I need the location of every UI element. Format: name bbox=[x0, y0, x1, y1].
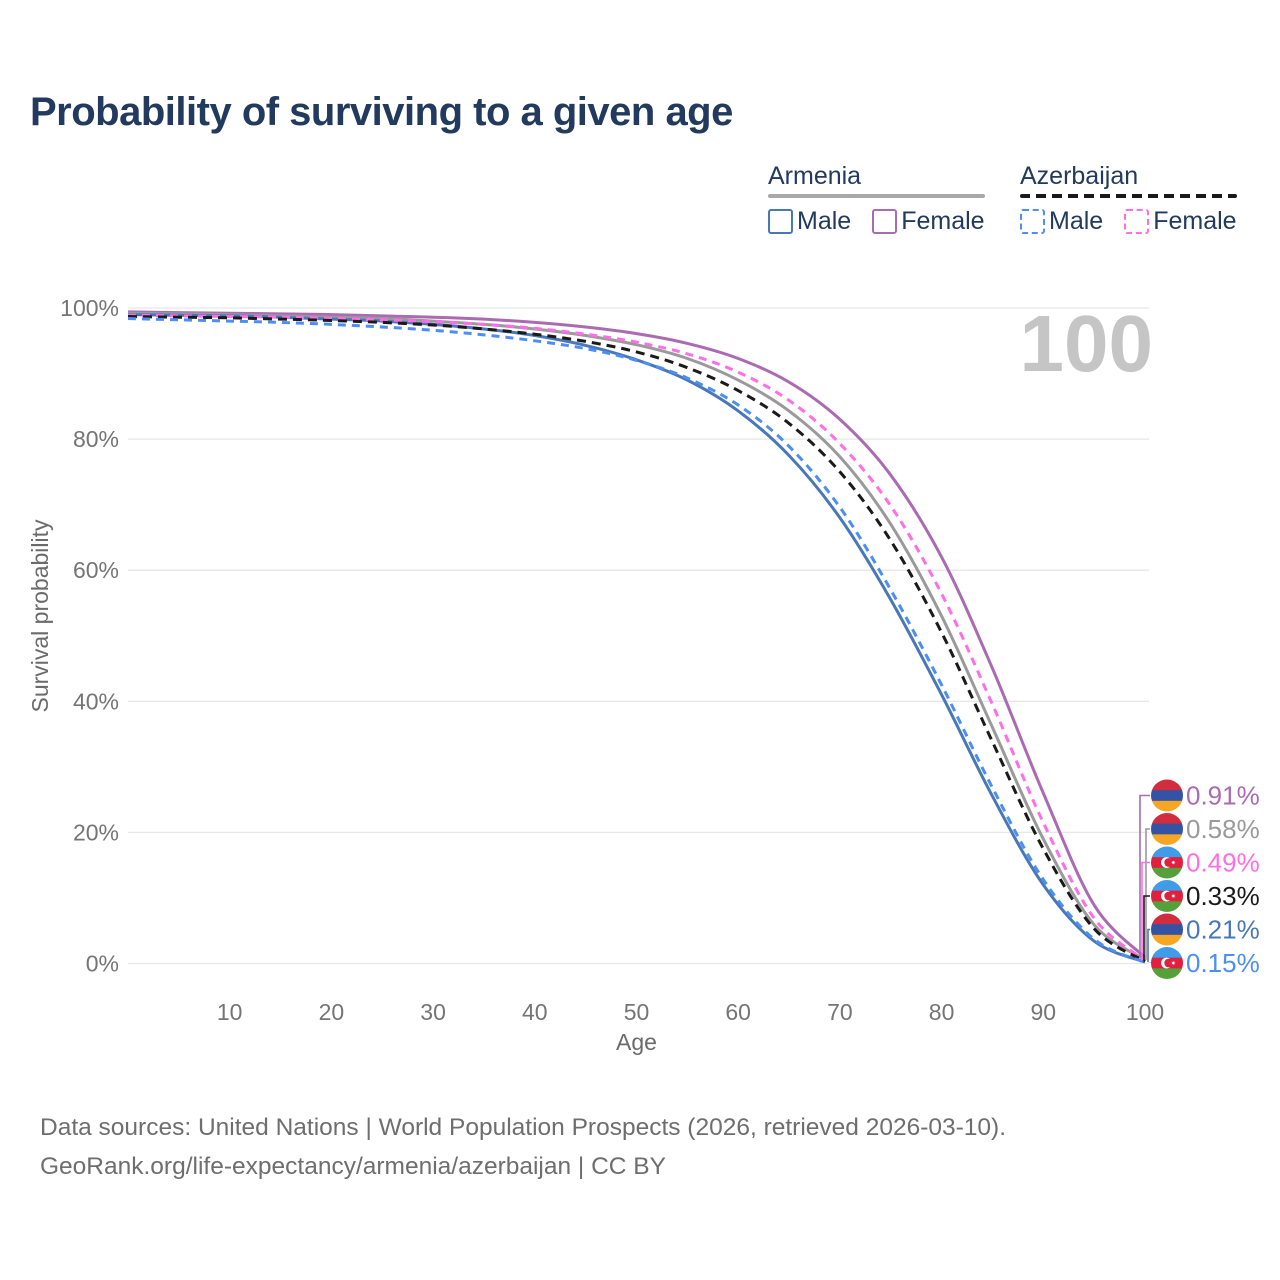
curve-azerbaijan-both bbox=[127, 315, 1146, 963]
x-tick-label: 40 bbox=[522, 999, 548, 1025]
legend-item-armenia-male[interactable]: Male bbox=[768, 207, 851, 236]
legend-country-armenia[interactable]: Armenia bbox=[768, 162, 862, 190]
x-tick-label: 60 bbox=[725, 999, 751, 1025]
legend-item-label: Female bbox=[901, 207, 985, 235]
legend-country-azerbaijan[interactable]: Azerbaijan bbox=[1020, 162, 1139, 190]
curve-armenia-both bbox=[127, 311, 1146, 961]
end-value-label: 0.33% bbox=[1186, 881, 1260, 911]
legend-item-azerbaijan-female[interactable]: Female bbox=[1124, 207, 1237, 236]
x-tick-label: 30 bbox=[420, 999, 446, 1025]
armenia-flag-icon bbox=[1151, 813, 1183, 845]
end-value-label: 0.15% bbox=[1186, 948, 1260, 978]
x-tick-label: 10 bbox=[217, 999, 243, 1025]
azerbaijan-flag-icon bbox=[1151, 880, 1183, 912]
end-label-leader-line bbox=[1139, 794, 1150, 958]
legend-item-label: Female bbox=[1153, 207, 1237, 235]
curve-armenia-female bbox=[127, 310, 1147, 959]
georank-credit-link[interactable]: GeoRank.org/life-expectancy/armenia/azer… bbox=[40, 1153, 666, 1180]
curve-azerbaijan-male bbox=[127, 317, 1146, 964]
legend-group-armenia: Armenia Male Female bbox=[768, 162, 985, 236]
legend-underline-azerbaijan-dashed-line bbox=[1020, 194, 1237, 198]
end-value-label: 0.91% bbox=[1186, 781, 1260, 811]
end-label-leader-line bbox=[1143, 895, 1150, 962]
x-tick-label: 80 bbox=[929, 999, 955, 1025]
y-tick-label: 20% bbox=[73, 819, 119, 845]
x-tick-label: 20 bbox=[319, 999, 345, 1025]
x-tick-label: 100 bbox=[1126, 999, 1164, 1025]
end-value-label: 0.58% bbox=[1186, 814, 1260, 844]
armenia-flag-icon bbox=[1151, 913, 1183, 946]
end-value-label: 0.21% bbox=[1186, 915, 1260, 945]
age-counter-watermark: 100 bbox=[1019, 299, 1153, 388]
end-label-leader-line bbox=[1145, 828, 1150, 960]
legend-group-azerbaijan: Azerbaijan Male Female bbox=[1020, 162, 1237, 236]
x-axis-title: Age bbox=[616, 1029, 657, 1055]
curve-armenia-male bbox=[127, 313, 1146, 964]
azerbaijan-male-swatch-icon bbox=[1020, 209, 1045, 234]
azerbaijan-flag-icon bbox=[1151, 846, 1183, 879]
azerbaijan-flag-icon bbox=[1151, 947, 1183, 979]
y-tick-label: 80% bbox=[73, 426, 119, 452]
curve-azerbaijan-female bbox=[127, 313, 1146, 962]
x-tick-label: 50 bbox=[624, 999, 650, 1025]
end-value-label: 0.49% bbox=[1186, 848, 1260, 878]
legend-item-label: Male bbox=[797, 207, 852, 235]
end-label-leader-line bbox=[1141, 861, 1150, 961]
azerbaijan-female-swatch-icon bbox=[1124, 209, 1150, 234]
armenia-female-swatch-icon bbox=[872, 209, 898, 234]
legend-underline-armenia-solid-line bbox=[768, 194, 985, 198]
y-tick-label: 60% bbox=[73, 557, 119, 583]
footer: Data sources: United Nations | World Pop… bbox=[40, 1108, 1006, 1186]
legend-item-label: Male bbox=[1049, 207, 1104, 235]
armenia-flag-icon bbox=[1151, 779, 1183, 812]
data-sources-text: Data sources: United Nations | World Pop… bbox=[40, 1114, 1007, 1141]
x-tick-label: 90 bbox=[1031, 999, 1057, 1025]
y-axis-title: Survival probability bbox=[27, 519, 53, 713]
legend-item-azerbaijan-male[interactable]: Male bbox=[1020, 207, 1103, 236]
y-tick-label: 0% bbox=[86, 951, 119, 977]
x-tick-label: 70 bbox=[827, 999, 853, 1025]
y-tick-label: 40% bbox=[73, 688, 119, 714]
legend-item-armenia-female[interactable]: Female bbox=[872, 207, 985, 236]
end-label-leader-line bbox=[1147, 928, 1150, 963]
armenia-male-swatch-icon bbox=[768, 209, 793, 234]
page-title: Probability of surviving to a given age bbox=[30, 90, 733, 134]
y-tick-label: 100% bbox=[60, 295, 119, 321]
